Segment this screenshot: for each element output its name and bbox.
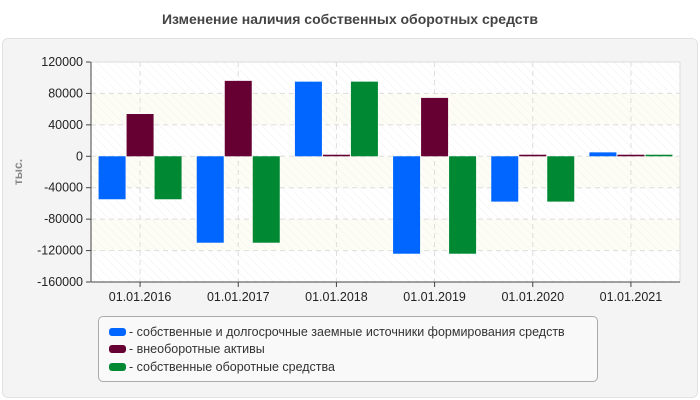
y-axis-label: тыс.: [11, 159, 25, 185]
legend-label: - внеоборотные активы: [129, 342, 265, 357]
x-tick-label: 01.01.2017: [207, 290, 270, 304]
legend-swatch: [109, 362, 126, 371]
x-tick-label: 01.01.2021: [600, 290, 663, 304]
bar-2: [126, 114, 154, 157]
legend-swatch: [109, 327, 126, 336]
y-tick-label: -80000: [44, 212, 83, 226]
bar-3: [350, 81, 378, 157]
legend: - собственные и долгосрочные заемные ист…: [98, 316, 598, 382]
bar-2: [519, 154, 547, 157]
bar-1: [491, 156, 519, 202]
chart-title: Изменение наличия собственных оборотных …: [161, 11, 539, 27]
bar-2: [224, 80, 252, 157]
legend-swatch: [109, 345, 126, 354]
y-tick-label: 120000: [41, 55, 83, 69]
bar-3: [449, 156, 477, 254]
legend-item: - собственные оборотные средства: [109, 358, 597, 376]
y-tick-label: -160000: [37, 275, 83, 289]
bar-3: [645, 154, 673, 157]
legend-item: - внеоборотные активы: [109, 341, 597, 359]
y-tick-label: 0: [76, 149, 83, 163]
x-tick-label: 01.01.2016: [109, 290, 172, 304]
x-tick-label: 01.01.2018: [305, 290, 368, 304]
y-tick-label: -120000: [37, 244, 83, 258]
bar-1: [98, 156, 126, 200]
plot-hatch: [91, 62, 680, 282]
bar-1: [294, 81, 322, 157]
y-tick-label: -40000: [44, 181, 83, 195]
bar-2: [617, 154, 645, 157]
bar-2: [421, 97, 449, 157]
legend-item: - собственные и долгосрочные заемные ист…: [109, 323, 597, 341]
bar-1: [196, 156, 224, 243]
y-tick-label: 40000: [48, 118, 83, 132]
legend-label: - собственные и долгосрочные заемные ист…: [129, 324, 565, 339]
bar-2: [322, 154, 350, 157]
bar-1: [589, 152, 617, 157]
legend-label: - собственные оборотные средства: [129, 359, 335, 374]
bar-3: [547, 156, 575, 202]
bar-3: [154, 156, 182, 200]
y-tick-label: 80000: [48, 86, 83, 100]
bar-1: [393, 156, 421, 254]
bar-3: [252, 156, 280, 243]
x-tick-label: 01.01.2019: [403, 290, 466, 304]
x-tick-label: 01.01.2020: [501, 290, 564, 304]
